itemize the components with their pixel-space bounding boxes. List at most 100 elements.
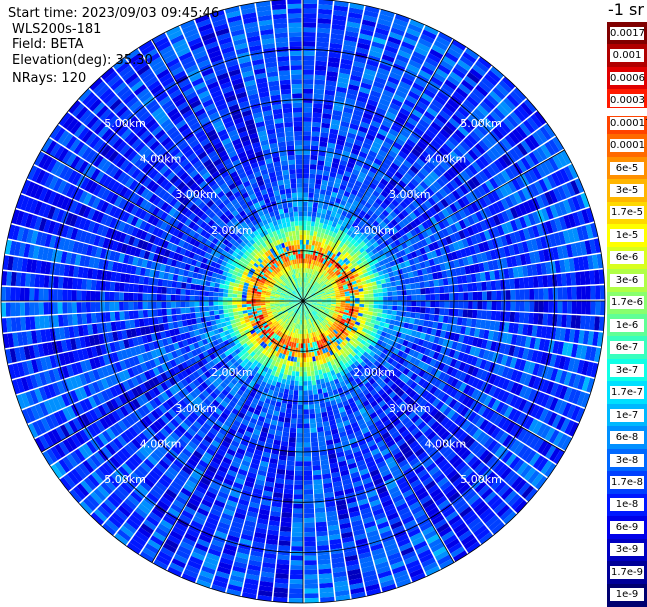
beta-cell	[316, 278, 321, 283]
beta-cell	[314, 188, 321, 194]
beta-cell	[287, 455, 295, 462]
beta-cell	[325, 272, 330, 278]
beta-cell	[506, 94, 520, 108]
beta-cell	[339, 522, 352, 530]
beta-cell	[167, 507, 181, 518]
beta-cell	[372, 347, 379, 354]
beta-cell	[294, 308, 298, 313]
beta-cell	[508, 322, 515, 334]
beta-cell	[394, 223, 402, 232]
beta-cell	[374, 456, 385, 465]
beta-cell	[296, 366, 300, 372]
beta-cell	[505, 453, 517, 467]
beta-cell	[273, 596, 288, 603]
beta-cell	[512, 323, 519, 334]
beta-cell	[284, 354, 289, 361]
beta-cell	[180, 421, 190, 431]
beta-cell	[556, 314, 563, 327]
beta-cell	[360, 24, 375, 32]
beta-cell	[399, 249, 407, 257]
beta-cell	[345, 212, 353, 219]
beta-cell	[334, 269, 340, 275]
beta-cell	[269, 331, 275, 337]
beta-cell	[331, 557, 345, 564]
beta-cell	[319, 193, 325, 200]
beta-cell	[364, 190, 372, 198]
beta-cell	[321, 269, 325, 275]
beta-cell	[335, 302, 341, 305]
beta-cell	[406, 453, 417, 463]
beta-cell	[296, 314, 299, 319]
beta-cell	[177, 438, 188, 448]
beta-cell	[90, 512, 105, 526]
beta-cell	[372, 312, 378, 317]
beta-cell	[535, 475, 548, 490]
beta-cell	[317, 559, 331, 565]
beta-cell	[238, 498, 250, 507]
beta-cell	[366, 314, 373, 319]
beta-cell	[175, 549, 190, 560]
beta-cell	[515, 335, 523, 346]
beta-cell	[529, 452, 541, 467]
beta-cell	[289, 321, 293, 327]
beta-cell	[317, 27, 331, 34]
beta-cell	[297, 414, 303, 419]
beta-cell	[463, 99, 476, 111]
beta-cell	[249, 351, 256, 358]
beta-cell	[336, 251, 342, 257]
beta-cell	[447, 422, 457, 433]
beta-cell	[483, 395, 493, 407]
beta-cell	[307, 302, 312, 306]
beta-cell	[328, 534, 341, 541]
beta-cell	[244, 451, 254, 459]
beta-cell	[273, 487, 284, 494]
beta-cell	[194, 511, 207, 521]
beta-cell	[552, 247, 560, 260]
beta-cell	[320, 596, 335, 603]
beta-cell	[407, 23, 423, 34]
beta-cell	[466, 236, 474, 247]
beta-cell	[449, 472, 461, 484]
beta-cell	[383, 217, 391, 225]
beta-cell	[253, 409, 261, 416]
beta-cell	[457, 309, 464, 317]
beta-cell	[362, 388, 370, 396]
beta-cell	[303, 334, 305, 339]
beta-cell	[387, 222, 395, 230]
beta-cell	[480, 487, 494, 500]
beta-cell	[219, 517, 232, 526]
beta-cell	[598, 316, 605, 331]
beta-cell	[331, 404, 338, 411]
beta-cell	[243, 524, 255, 532]
beta-cell	[221, 389, 229, 397]
beta-cell	[340, 395, 348, 403]
beta-cell	[319, 445, 327, 452]
beta-cell	[414, 78, 427, 88]
beta-cell	[449, 43, 464, 55]
beta-cell	[364, 403, 373, 411]
beta-cell	[505, 208, 514, 221]
beta-cell	[216, 566, 231, 575]
beta-cell	[344, 246, 351, 252]
beta-cell	[366, 361, 374, 368]
beta-cell	[340, 121, 350, 128]
beta-cell	[511, 496, 524, 511]
beta-cell	[303, 442, 311, 448]
beta-cell	[304, 574, 318, 580]
beta-cell	[320, 213, 326, 219]
beta-cell	[426, 266, 433, 274]
beta-cell	[241, 374, 248, 382]
beta-cell	[514, 499, 528, 514]
beta-cell	[307, 283, 310, 288]
beta-cell	[297, 423, 303, 429]
beta-cell	[544, 191, 554, 205]
beta-cell	[430, 376, 438, 386]
beta-cell	[331, 552, 344, 559]
beta-cell	[315, 217, 321, 223]
beta-cell	[305, 293, 309, 298]
beta-cell	[363, 574, 378, 583]
beta-cell	[304, 517, 315, 523]
beta-cell	[398, 381, 406, 389]
beta-cell	[483, 329, 490, 340]
beta-cell	[292, 399, 298, 405]
